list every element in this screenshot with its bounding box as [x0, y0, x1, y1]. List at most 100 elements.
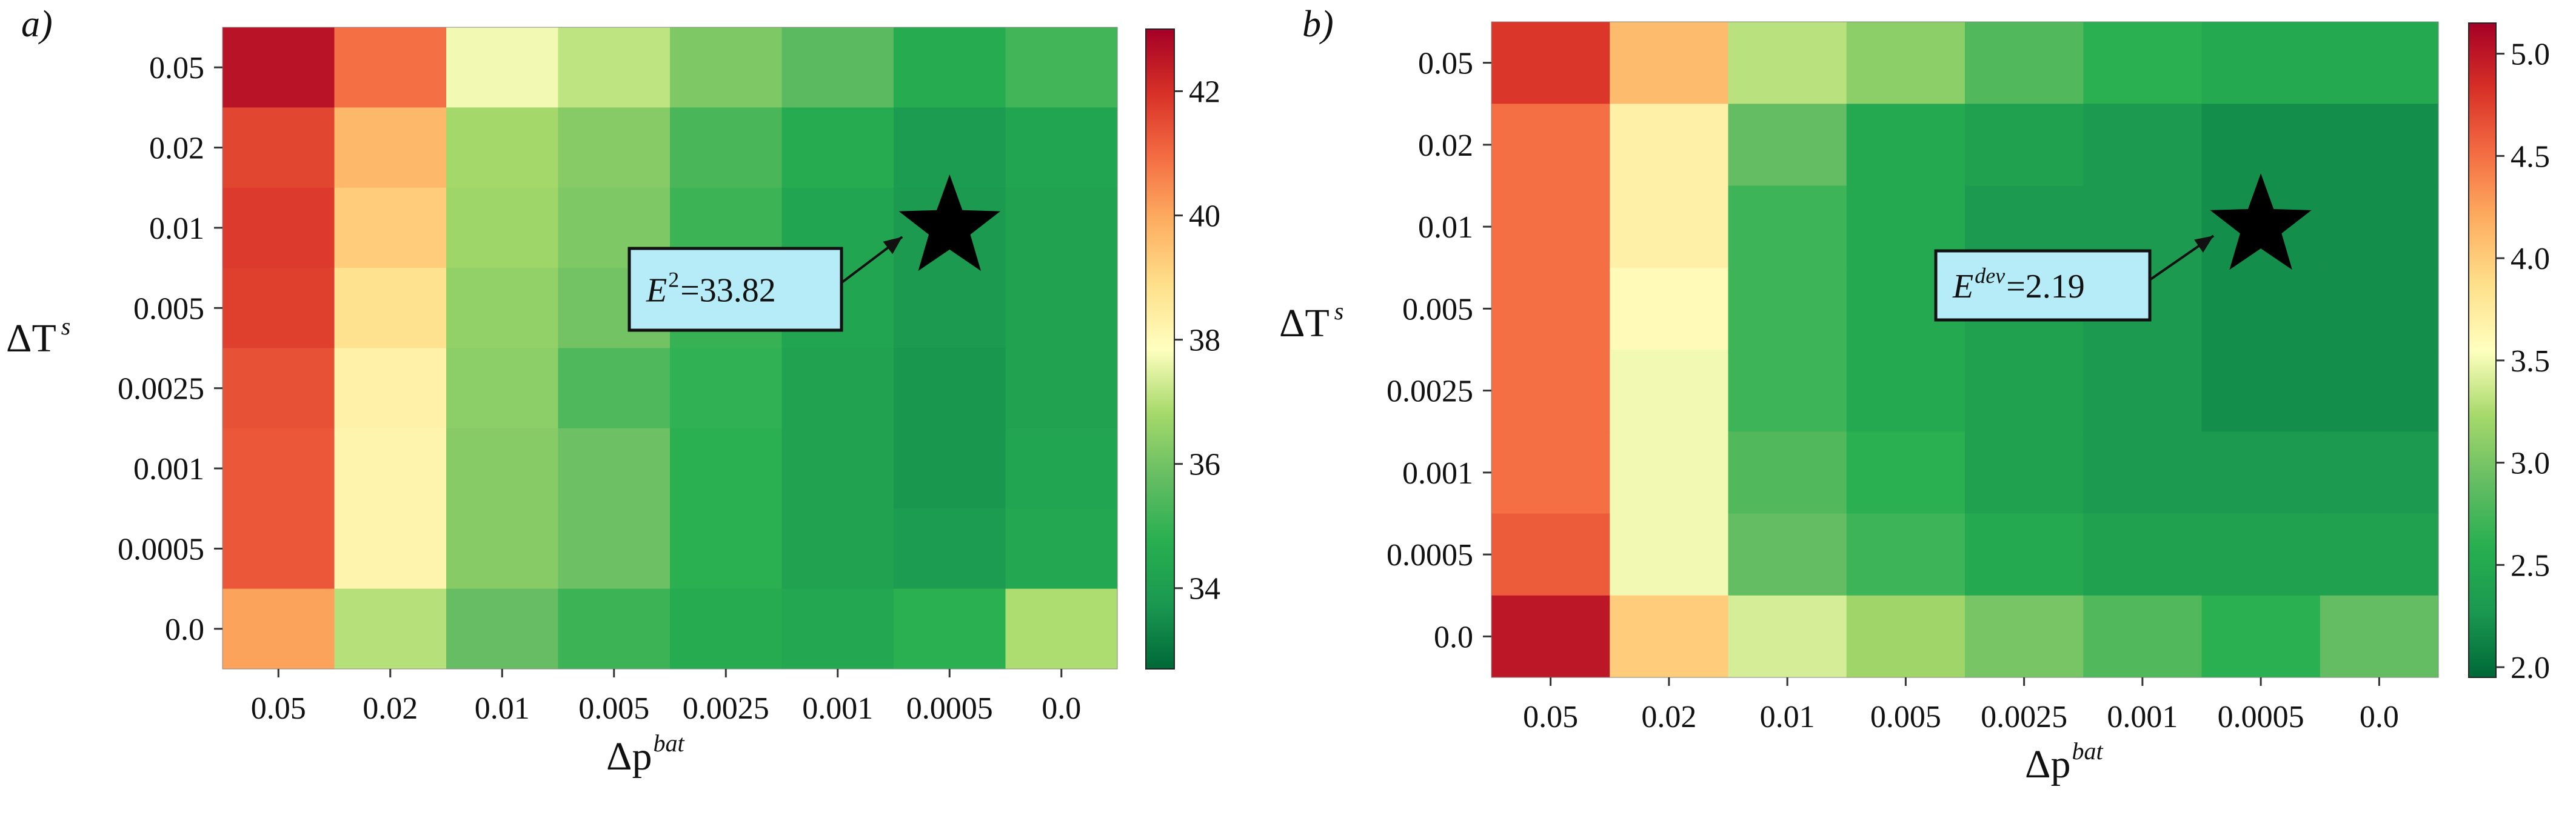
heatmap-cell — [1491, 185, 1610, 268]
y-tick-label: 0.01 — [1418, 210, 1473, 245]
heatmap-cell — [1491, 595, 1610, 678]
heatmap-cell — [1728, 22, 1847, 104]
heatmap-cell — [1846, 595, 1965, 678]
heatmap-cell — [1610, 513, 1729, 596]
annotation-text: E2=33.82 — [646, 268, 776, 310]
heatmap-cell — [2201, 350, 2321, 432]
heatmap-panel-a: 0.05 0.02 0.01 0.005 0.0025 0.001 0.0005 0.00.0… — [6, 4, 1220, 779]
colorbar-tick-label: 2.5 — [2511, 548, 2550, 583]
colorbar-tick-label: 34 — [1189, 572, 1220, 607]
x-axis-title-sup: bat — [2072, 737, 2103, 765]
heatmap-cell — [2083, 22, 2203, 104]
heatmap-cell — [2083, 350, 2203, 432]
heatmap-cell — [781, 107, 894, 188]
heatmap-cell — [2320, 267, 2439, 350]
y-axis-title-base: ΔT — [6, 316, 56, 361]
heatmap-cell — [1610, 185, 1729, 268]
heatmap-cell — [1610, 22, 1729, 104]
heatmap-cell — [1005, 107, 1118, 188]
colorbar-tick-label: 3.0 — [2511, 447, 2550, 481]
x-axis-title: Δpbat — [2025, 737, 2103, 786]
heatmap-cell — [1965, 350, 2084, 432]
heatmap-cell — [2083, 104, 2203, 187]
heatmap-cell — [558, 27, 671, 108]
y-tick-label: 0.05 — [1418, 47, 1473, 81]
heatmap-cell — [670, 508, 783, 590]
x-tick-label: 0.0005 — [906, 691, 993, 726]
annotation-base: E — [1952, 268, 1973, 305]
heatmap-cell — [894, 588, 1006, 670]
x-tick-label: 0.02 — [363, 691, 418, 726]
heatmap-cell — [2320, 104, 2439, 187]
heatmap-cell — [558, 107, 671, 188]
heatmap-cell — [1610, 104, 1729, 187]
heatmap-cell — [670, 107, 783, 188]
heatmap-cell — [781, 428, 894, 509]
y-axis-title: ΔT s — [1279, 297, 1343, 345]
heatmap-cell — [222, 508, 335, 590]
heatmap-cell — [2320, 431, 2439, 514]
heatmap-cell — [2320, 22, 2439, 104]
heatmap-cell — [2201, 431, 2321, 514]
heatmap-cell — [781, 508, 894, 590]
x-tick-label: 0.005 — [578, 691, 649, 726]
panel-label: b) — [1302, 4, 1334, 45]
heatmap-cell — [2083, 595, 2203, 678]
heatmap-cell — [446, 428, 559, 509]
colorbar-tick-label: 3.5 — [2511, 344, 2550, 379]
heatmap-cell — [1965, 104, 2084, 187]
y-axis-title-sup: s — [1334, 297, 1344, 325]
annotation-arrowhead — [883, 236, 903, 254]
heatmap-cell — [1728, 267, 1847, 350]
x-tick-label: 0.05 — [251, 691, 306, 726]
y-tick-label: 0.0 — [1434, 620, 1473, 654]
heatmap-cell — [1005, 348, 1118, 429]
x-tick-label: 0.05 — [1523, 700, 1578, 734]
y-tick-label: 0.02 — [1418, 128, 1473, 163]
heatmap-cell — [1728, 185, 1847, 268]
colorbar-tick-label: 4.5 — [2511, 139, 2550, 174]
x-tick-label: 0.0 — [2360, 700, 2399, 734]
y-tick-label: 0.0005 — [118, 532, 204, 567]
heatmap-cell — [2320, 513, 2439, 596]
heatmap-cell — [2201, 595, 2321, 678]
heatmap-cell — [1965, 431, 2084, 514]
heatmap-cell — [1965, 595, 2084, 678]
heatmap-cell — [1005, 268, 1118, 349]
heatmap-cell — [1610, 267, 1729, 350]
y-tick-label: 0.0025 — [1387, 374, 1473, 409]
y-tick-label: 0.05 — [149, 51, 204, 85]
heatmap-cell — [2320, 350, 2439, 432]
heatmap-cell — [1005, 27, 1118, 108]
y-axis-title: ΔT s — [6, 313, 70, 361]
heatmap-cell — [334, 268, 447, 349]
heatmap-cell — [1491, 104, 1610, 187]
y-tick-label: 0.0 — [165, 613, 204, 647]
x-tick-label: 0.005 — [1870, 700, 1941, 734]
heatmap-cell — [2083, 513, 2203, 596]
star-marker — [898, 174, 1000, 271]
x-tick-label: 0.01 — [475, 691, 530, 726]
colorbar-tick-label: 4.0 — [2511, 242, 2550, 276]
y-tick-label: 0.005 — [1402, 292, 1473, 327]
heatmap-cell — [2201, 513, 2321, 596]
heatmap-cell — [1728, 513, 1847, 596]
heatmap-cell — [670, 27, 783, 108]
heatmap-cell — [1846, 22, 1965, 104]
colorbar-tick-label: 38 — [1189, 324, 1220, 358]
heatmap-cell — [894, 107, 1006, 188]
x-tick-label: 0.0005 — [2218, 700, 2304, 734]
heatmap-cell — [558, 428, 671, 509]
heatmap-cell — [222, 187, 335, 268]
colorbar-tick-label: 42 — [1189, 75, 1220, 110]
heatmap-cell — [1491, 22, 1610, 104]
heatmap-cell — [446, 508, 559, 590]
annotation-value: =33.82 — [680, 272, 776, 310]
x-tick-label: 0.001 — [2107, 700, 2178, 734]
heatmap-cell — [781, 588, 894, 670]
heatmap-cell — [334, 508, 447, 590]
heatmap-cell — [1846, 431, 1965, 514]
heatmap-cell — [334, 187, 447, 268]
heatmap-cell — [446, 348, 559, 429]
